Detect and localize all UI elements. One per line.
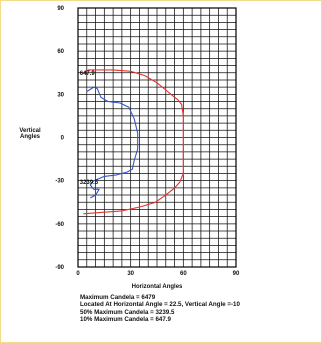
x-tick-label: 0 [76,271,80,277]
y-tick-label: 90 [57,6,64,12]
y-axis-title: Vertical [19,128,41,134]
y-tick-label: 0 [61,136,65,142]
x-tick-label: 90 [233,271,240,277]
candela-stats: Maximum Candela = 6479 Located At Horizo… [80,294,240,323]
y-tick-label: 60 [57,49,64,55]
y-tick-label: 30 [57,92,64,98]
x-axis-title: Horizontal Angles [132,284,183,290]
y-tick-label: -90 [55,265,64,271]
max-candela-text: Maximum Candela = 6479 [80,294,156,301]
candela-annotation: 647.9 [80,71,96,77]
located-at-text: Located At Horizontal Angle = 22.5, Vert… [80,301,240,309]
y-axis-title: Angles [20,134,41,140]
x-tick-label: 60 [180,271,187,277]
series-line-1 [83,69,184,215]
x-tick-label: 30 [127,271,134,277]
plot-border [77,7,237,268]
series-line-2 [86,86,139,199]
ten-percent-text: 10% Maximum Candela = 647.9 [80,315,171,323]
y-tick-label: -30 [55,179,64,185]
candela-annotation: 3239.5 [80,180,99,186]
y-tick-label: -60 [55,222,64,228]
fifty-percent-text: 50% Maximum Candela = 3239.5 [80,308,175,316]
